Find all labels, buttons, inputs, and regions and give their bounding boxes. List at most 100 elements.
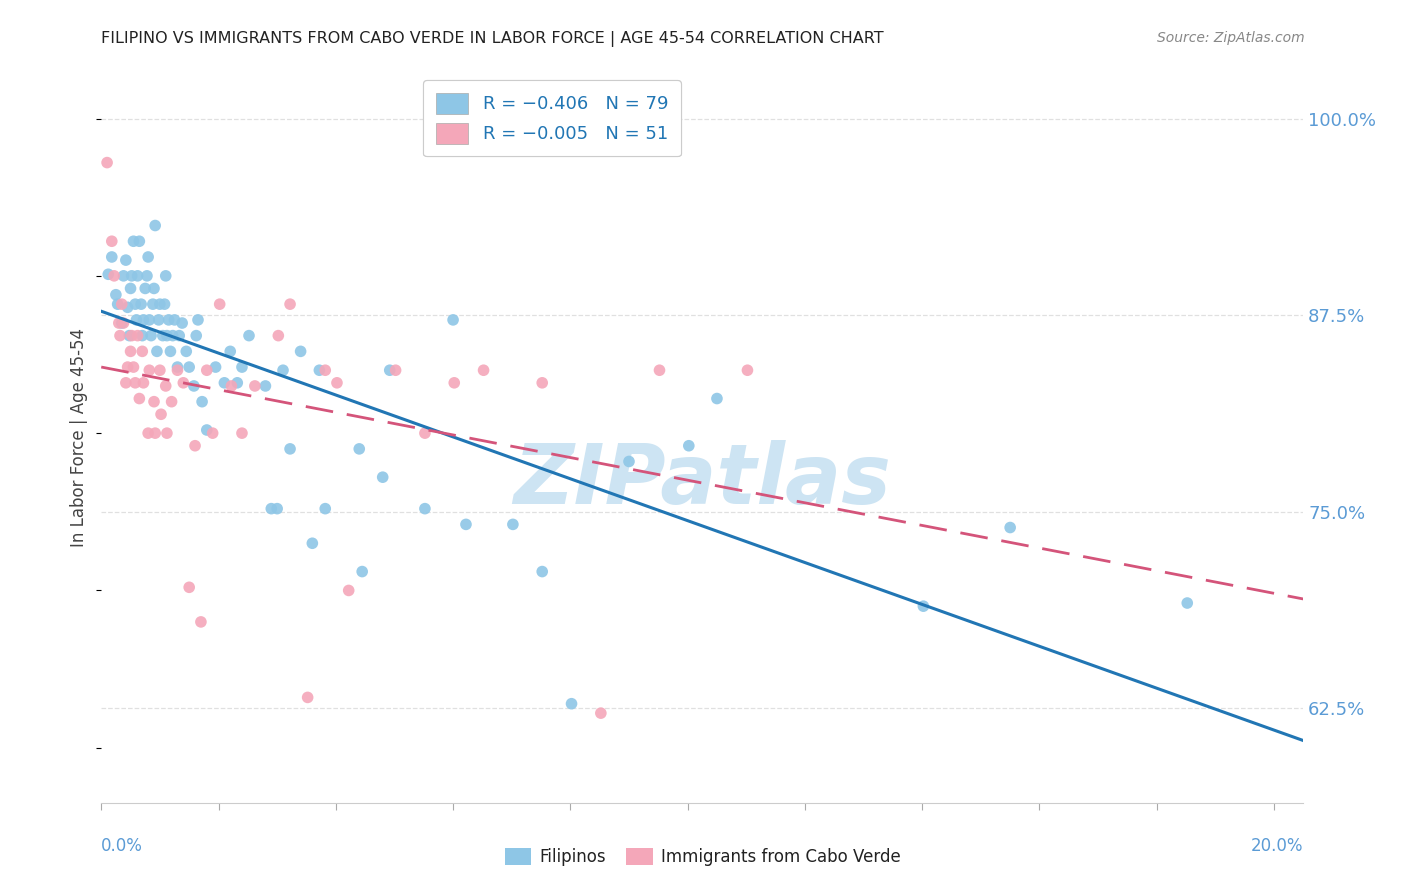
Point — [326, 376, 349, 390]
Point — [156, 426, 179, 441]
Point — [148, 313, 170, 327]
Point — [737, 363, 759, 377]
Point — [138, 363, 160, 377]
Point — [371, 470, 394, 484]
Point — [132, 376, 155, 390]
Point — [97, 267, 120, 281]
Point — [238, 328, 260, 343]
Point — [297, 690, 319, 705]
Point — [204, 360, 226, 375]
Point — [111, 297, 134, 311]
Point — [413, 426, 436, 441]
Text: Source: ZipAtlas.com: Source: ZipAtlas.com — [1157, 31, 1305, 45]
Point — [174, 344, 197, 359]
Point — [129, 297, 152, 311]
Point — [143, 281, 166, 295]
Point — [560, 697, 582, 711]
Point — [115, 253, 138, 268]
Point — [127, 268, 149, 283]
Point — [103, 268, 125, 283]
Point — [112, 268, 135, 283]
Point — [290, 344, 312, 359]
Point — [112, 316, 135, 330]
Point — [121, 328, 143, 343]
Point — [149, 363, 172, 377]
Point — [125, 313, 148, 327]
Text: FILIPINO VS IMMIGRANTS FROM CABO VERDE IN LABOR FORCE | AGE 45-54 CORRELATION CH: FILIPINO VS IMMIGRANTS FROM CABO VERDE I… — [101, 31, 884, 47]
Point — [150, 407, 173, 421]
Point — [143, 426, 166, 441]
Point — [1175, 596, 1198, 610]
Point — [166, 360, 188, 375]
Point — [172, 376, 194, 390]
Y-axis label: In Labor Force | Age 45-54: In Labor Force | Age 45-54 — [70, 327, 89, 547]
Point — [337, 583, 360, 598]
Point — [128, 392, 150, 406]
Point — [131, 344, 153, 359]
Point — [221, 379, 243, 393]
Point — [384, 363, 406, 377]
Point — [472, 363, 495, 377]
Point — [139, 328, 162, 343]
Point — [120, 281, 142, 295]
Point — [128, 234, 150, 248]
Point — [186, 328, 208, 343]
Point — [143, 394, 166, 409]
Point — [413, 501, 436, 516]
Point — [160, 394, 183, 409]
Point — [278, 297, 301, 311]
Text: ZIPatlas: ZIPatlas — [513, 441, 891, 522]
Point — [195, 363, 218, 377]
Point — [108, 328, 131, 343]
Point — [190, 615, 212, 629]
Point — [155, 268, 177, 283]
Point — [179, 580, 201, 594]
Point — [308, 363, 330, 377]
Point — [108, 316, 131, 330]
Point — [159, 344, 181, 359]
Point — [152, 328, 174, 343]
Point — [183, 379, 205, 393]
Point — [441, 313, 464, 327]
Point — [124, 376, 146, 390]
Point — [143, 219, 166, 233]
Point — [531, 565, 554, 579]
Point — [260, 501, 283, 516]
Point — [157, 313, 180, 327]
Point — [132, 313, 155, 327]
Point — [531, 376, 554, 390]
Point — [912, 599, 935, 614]
Point — [153, 297, 176, 311]
Point — [201, 426, 224, 441]
Point — [115, 376, 138, 390]
Point — [131, 328, 153, 343]
Point — [271, 363, 294, 377]
Point — [155, 379, 177, 393]
Legend: Filipinos, Immigrants from Cabo Verde: Filipinos, Immigrants from Cabo Verde — [496, 840, 910, 875]
Point — [219, 344, 242, 359]
Point — [589, 706, 612, 720]
Point — [243, 379, 266, 393]
Point — [162, 328, 184, 343]
Point — [617, 454, 640, 468]
Point — [121, 268, 143, 283]
Point — [191, 394, 214, 409]
Point — [195, 423, 218, 437]
Point — [208, 297, 231, 311]
Legend: R = −0.406   N = 79, R = −0.005   N = 51: R = −0.406 N = 79, R = −0.005 N = 51 — [423, 80, 681, 156]
Point — [163, 313, 186, 327]
Point — [231, 426, 253, 441]
Point — [678, 439, 700, 453]
Point — [134, 281, 156, 295]
Point — [118, 328, 141, 343]
Point — [301, 536, 323, 550]
Point — [111, 316, 134, 330]
Point — [136, 426, 159, 441]
Point — [138, 313, 160, 327]
Point — [117, 360, 139, 375]
Point — [146, 344, 169, 359]
Point — [349, 442, 371, 456]
Point — [117, 301, 139, 315]
Point — [120, 344, 142, 359]
Point — [648, 363, 671, 377]
